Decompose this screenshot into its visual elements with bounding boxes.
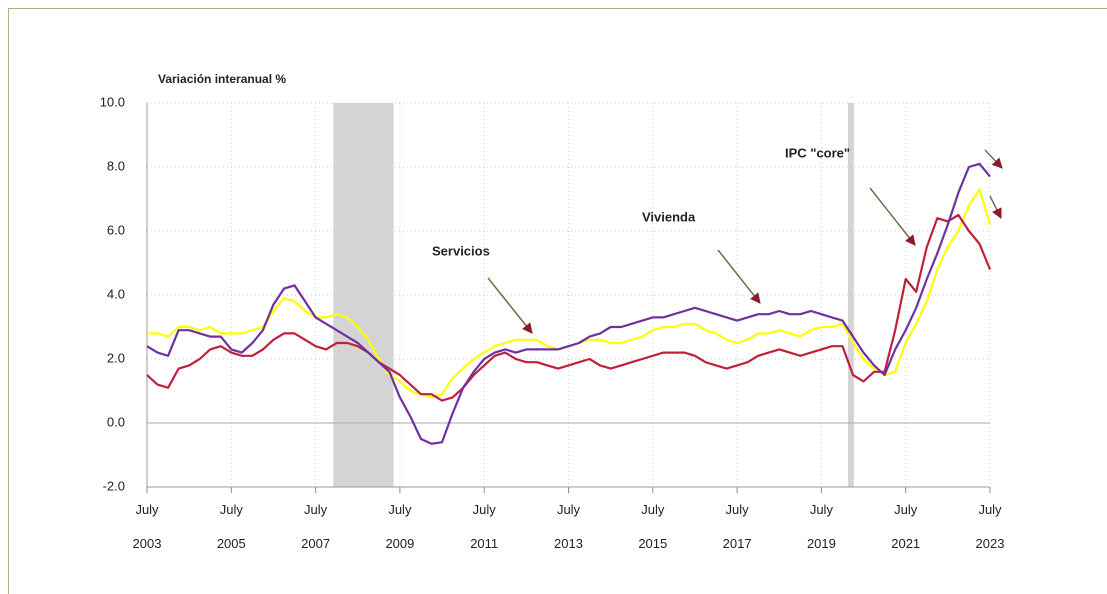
x-tick-label: July 2015	[638, 502, 667, 551]
annotation: Servicios	[432, 243, 490, 258]
x-tick-label: July 2003	[133, 502, 162, 551]
y-tick-label: 0.0	[107, 414, 125, 429]
x-tick-label: July 2007	[301, 502, 330, 551]
y-axis-label: Variación interanual %	[158, 72, 286, 86]
y-tick-label: 10.0	[100, 94, 125, 109]
y-tick-label: -2.0	[103, 478, 125, 493]
annotation-arrow	[717, 249, 761, 304]
recession-band	[847, 103, 854, 487]
x-tick-label: July 2019	[807, 502, 836, 551]
series-line	[146, 162, 991, 445]
x-tick-label: July 2005	[217, 502, 246, 551]
annotation-arrow	[984, 149, 1003, 169]
annotation: Vivienda	[642, 209, 696, 224]
y-tick-label: 8.0	[107, 158, 125, 173]
annotation-arrow	[989, 195, 1002, 219]
y-tick-label: 2.0	[107, 350, 125, 365]
x-tick-label: July 2021	[891, 502, 920, 551]
x-tick-label: July 2017	[723, 502, 752, 551]
x-tick-label: July 2013	[554, 502, 583, 551]
annotation-arrow	[487, 277, 533, 334]
x-tick-label: July 2023	[976, 502, 1005, 551]
series-line	[146, 213, 992, 402]
y-tick-label: 4.0	[107, 286, 125, 301]
x-tick-label: July 2011	[470, 502, 498, 551]
frame	[8, 8, 1107, 594]
x-tick-label: July 2009	[385, 502, 414, 551]
annotation-arrow	[869, 187, 916, 246]
annotation: IPC "core"	[785, 145, 850, 160]
y-tick-label: 6.0	[107, 222, 125, 237]
